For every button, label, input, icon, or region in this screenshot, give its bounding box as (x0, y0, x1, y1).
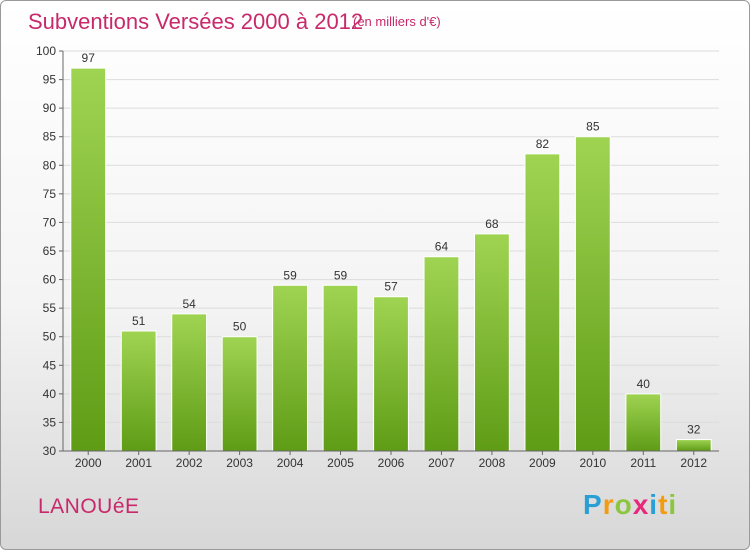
bar-2007 (423, 256, 460, 452)
bar-2009 (524, 153, 561, 452)
data-label-2011: 40 (637, 377, 651, 391)
data-label-2007: 64 (435, 240, 449, 254)
bar-2006 (373, 296, 409, 452)
data-label-2010: 85 (586, 120, 600, 134)
bar-2005 (322, 284, 359, 452)
bar-2000 (70, 67, 107, 452)
y-tick-label: 35 (43, 415, 57, 429)
axes: 30 35 40 45 50 55 60 65 70 75 80 85 90 95 100 2000 2001 2… (36, 44, 719, 470)
data-label-2002: 54 (182, 297, 196, 311)
data-label-2003: 50 (233, 320, 247, 334)
proxiti-logo: Proxiti (583, 489, 677, 521)
data-label-2005: 59 (334, 268, 348, 282)
data-label-2000: 97 (82, 51, 96, 65)
logo-letter: r (602, 489, 615, 520)
y-tick-label: 100 (36, 44, 56, 58)
data-label-2006: 57 (384, 280, 398, 294)
x-tick-label: 2005 (327, 456, 354, 470)
bar-2004 (272, 284, 308, 452)
x-tick-label: 2001 (125, 456, 152, 470)
y-tick-label: 60 (43, 273, 57, 287)
commune-name: LANOUéE (38, 495, 140, 518)
bar-2008 (474, 233, 510, 452)
bar-2003 (221, 336, 258, 452)
data-label-2009: 82 (536, 137, 550, 151)
data-label-2008: 68 (485, 217, 499, 231)
x-tick-label: 2009 (529, 456, 556, 470)
y-tick-label: 95 (43, 73, 57, 87)
logo-letter: P (583, 489, 603, 520)
bar-2012 (675, 439, 712, 452)
y-tick-label: 85 (43, 130, 57, 144)
x-tick-label: 2000 (75, 456, 102, 470)
logo-letter: t (658, 489, 669, 520)
bars: 97 51 54 50 59 59 57 64 68 82 85 40 32 (70, 51, 712, 452)
x-tick-label: 2008 (479, 456, 506, 470)
logo-letter: x (632, 489, 650, 520)
x-tick-label: 2006 (378, 456, 405, 470)
chart-subtitle: (en milliers d'€) (353, 14, 441, 29)
x-tick-label: 2010 (579, 456, 606, 470)
logo-letter: i (649, 489, 659, 520)
bar-2002 (171, 313, 208, 452)
data-label-2012: 32 (687, 423, 701, 437)
x-tick-label: 2002 (176, 456, 203, 470)
data-label-2001: 51 (132, 314, 146, 328)
y-tick-label: 65 (43, 244, 57, 258)
y-tick-label: 30 (43, 444, 57, 458)
logo-letter: o (614, 489, 633, 520)
y-tick-label: 50 (43, 330, 57, 344)
logo-letter: i (668, 489, 678, 520)
x-tick-label: 2004 (277, 456, 304, 470)
y-tick-label: 70 (43, 215, 57, 229)
bar-2001 (120, 330, 157, 452)
y-tick-label: 80 (43, 158, 57, 172)
y-tick-label: 55 (43, 301, 57, 315)
x-tick-label: 2012 (680, 456, 707, 470)
x-tick-label: 2011 (630, 456, 656, 470)
y-tick-label: 75 (43, 187, 57, 201)
y-tick-label: 90 (43, 101, 57, 115)
bar-2010 (574, 136, 611, 452)
y-tick-label: 40 (43, 387, 57, 401)
y-tick-label: 45 (43, 358, 57, 372)
x-tick-label: 2007 (428, 456, 455, 470)
x-tick-label: 2003 (226, 456, 253, 470)
data-label-2004: 59 (283, 268, 297, 282)
chart-title: Subventions Versées 2000 à 2012 (28, 9, 364, 34)
bar-2011 (625, 393, 662, 452)
